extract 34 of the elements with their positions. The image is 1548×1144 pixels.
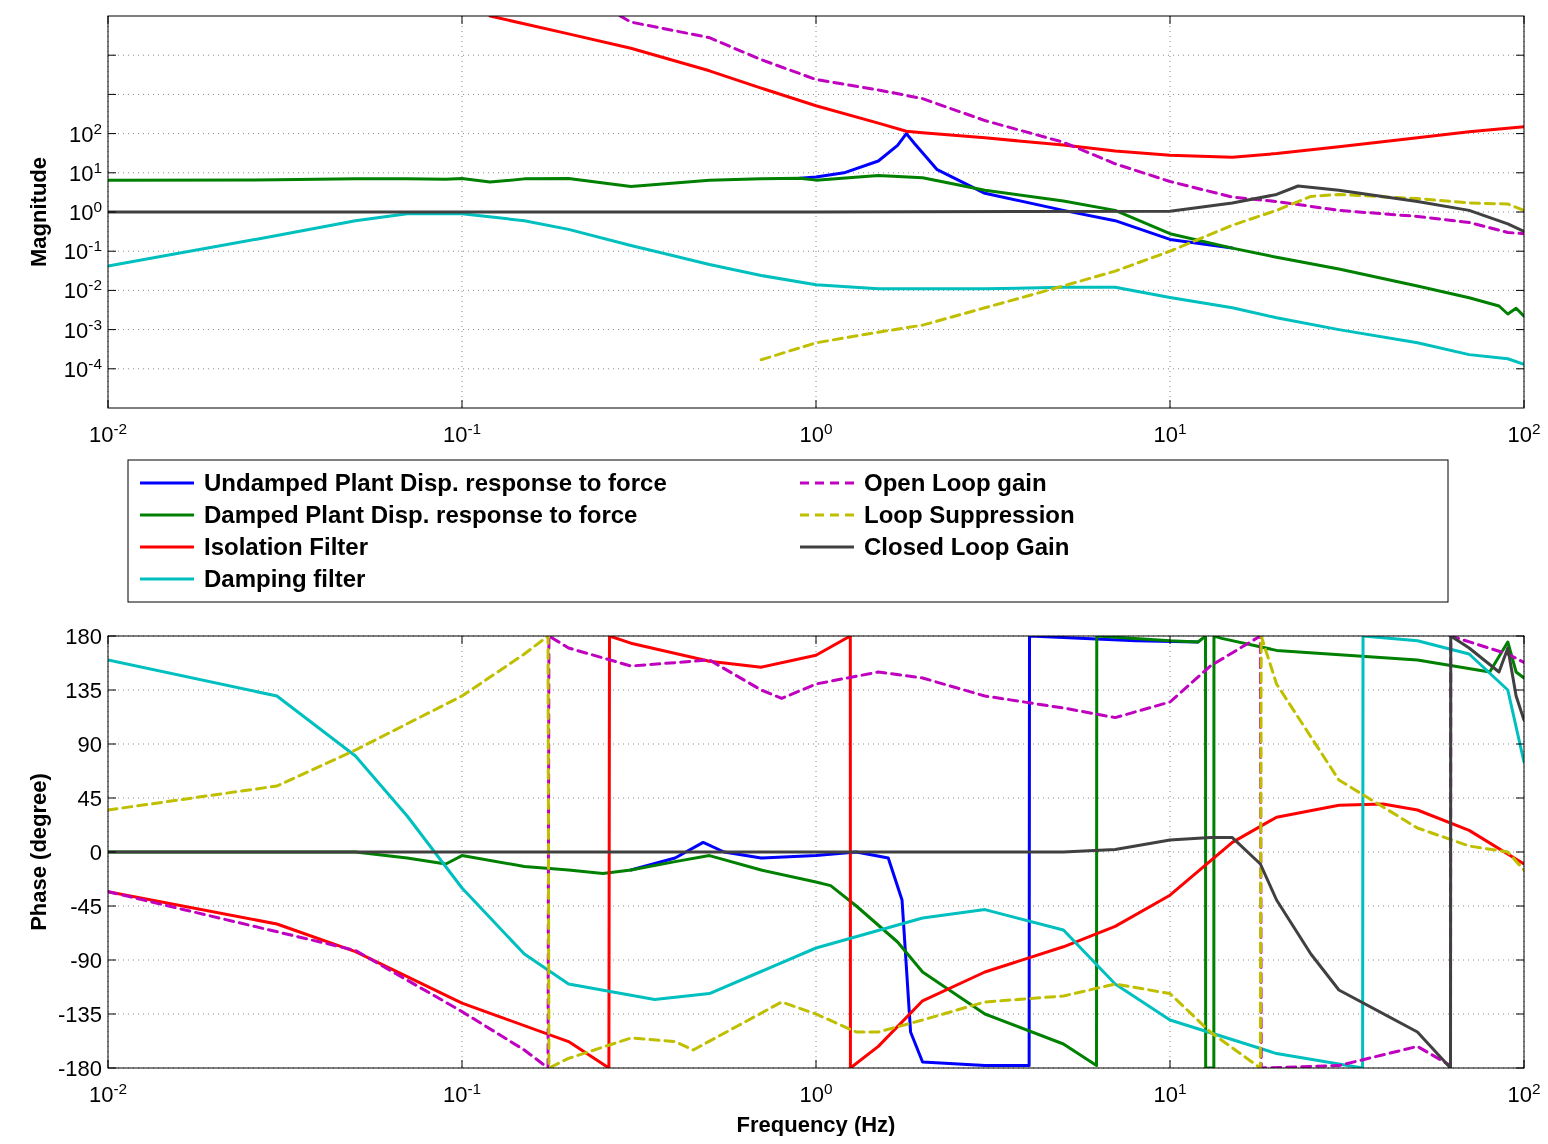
y-tick-label: 45 (77, 786, 102, 811)
legend-label: Damped Plant Disp. response to force (204, 501, 638, 528)
y-tick-label: 10$^{1}$ (68, 158, 102, 186)
y-tick-label: 10$^{-2}$ (63, 275, 102, 304)
legend-label: Closed Loop Gain (864, 533, 1070, 560)
y-tick-label: 10$^{-1}$ (63, 236, 102, 265)
y-axis-title: Phase (degree) (26, 773, 51, 931)
legend-label: Open Loop gain (864, 469, 1047, 496)
x-tick-label: 10$^{0}$ (799, 1079, 833, 1107)
legend-label: Isolation Filter (204, 533, 369, 560)
legend-label: Undamped Plant Disp. response to force (204, 469, 667, 496)
y-tick-label: 0 (89, 840, 102, 865)
x-tick-label: 10$^{1}$ (1153, 1079, 1187, 1107)
y-tick-label: -45 (70, 894, 102, 919)
legend-label: Loop Suppression (864, 501, 1075, 528)
y-tick-label: 10$^{-4}$ (63, 354, 103, 382)
x-axis-title: Frequency (Hz) (736, 1112, 896, 1137)
y-tick-label: 10$^{0}$ (68, 197, 102, 225)
legend-label: Damping filter (204, 565, 366, 592)
y-tick-label: 180 (65, 624, 102, 649)
y-axis-title: Magnitude (26, 157, 51, 267)
y-tick-label: 90 (77, 732, 102, 757)
y-tick-label: 10$^{2}$ (68, 119, 102, 147)
x-tick-label: 10$^{-1}$ (442, 419, 482, 447)
y-tick-label: -180 (57, 1056, 102, 1081)
x-tick-label: 10$^{0}$ (799, 419, 833, 447)
y-tick-label: 135 (65, 678, 102, 703)
x-tick-label: 10$^{-1}$ (442, 1079, 482, 1107)
y-tick-label: -135 (57, 1002, 102, 1027)
x-tick-label: 10$^{2}$ (1507, 419, 1541, 447)
x-tick-label: 10$^{2}$ (1507, 1079, 1541, 1107)
x-tick-label: 10$^{1}$ (1153, 419, 1187, 447)
y-tick-label: -90 (70, 948, 102, 973)
y-tick-label: 10$^{-3}$ (63, 315, 102, 343)
